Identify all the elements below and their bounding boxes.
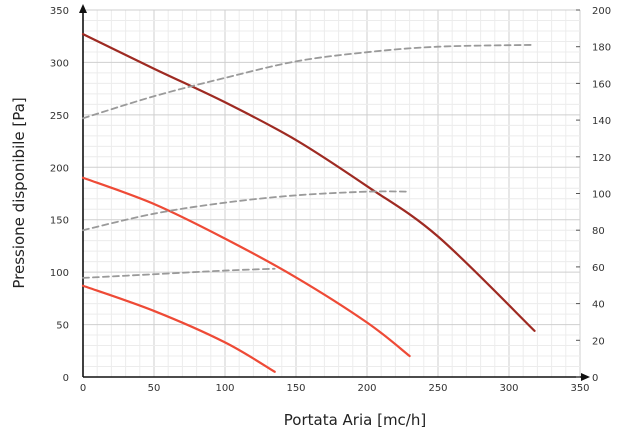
y-tick-label: 150 bbox=[50, 216, 69, 227]
y2-tick-label: 60 bbox=[592, 263, 605, 274]
axes bbox=[79, 4, 590, 381]
x-tick-label: 250 bbox=[428, 383, 447, 394]
y2-tick-label: 0 bbox=[592, 373, 598, 384]
y-axis-title: Pressione disponibile [Pa] bbox=[10, 97, 28, 288]
dashed-curve-6 bbox=[82, 267, 276, 279]
grid bbox=[82, 9, 581, 378]
pressure-curve-1 bbox=[81, 33, 536, 332]
dashed-curve-4 bbox=[82, 43, 536, 120]
x-tick-label: 150 bbox=[286, 383, 305, 394]
y2-tick-label: 80 bbox=[592, 226, 605, 237]
y2-tick-label: 40 bbox=[592, 300, 605, 311]
pressure-curve-2 bbox=[81, 176, 411, 358]
y-tick-label: 100 bbox=[50, 268, 69, 279]
x-axis-title: Portata Aria [mc/h] bbox=[284, 411, 426, 429]
x-tick-label: 300 bbox=[499, 383, 518, 394]
series bbox=[81, 33, 536, 373]
y-tick-label: 0 bbox=[63, 373, 69, 384]
pressure-curve-3 bbox=[81, 284, 276, 373]
x-tick-label: 200 bbox=[357, 383, 376, 394]
y2-tick-label: 120 bbox=[592, 153, 611, 164]
y2-tick-label: 20 bbox=[592, 336, 605, 347]
x-tick-label: 50 bbox=[148, 383, 161, 394]
x-tick-label: 350 bbox=[570, 383, 589, 394]
y-tick-label: 300 bbox=[50, 58, 69, 69]
y-tick-label: 50 bbox=[56, 321, 69, 332]
y2-tick-label: 100 bbox=[592, 190, 611, 201]
y-tick-label: 350 bbox=[50, 6, 69, 17]
y2-tick-label: 200 bbox=[592, 6, 611, 17]
tick-labels: 0 50 100 150 200 250 300 3500501001502002503003… bbox=[50, 6, 611, 394]
y2-tick-label: 160 bbox=[592, 79, 611, 90]
y-tick-label: 200 bbox=[50, 163, 69, 174]
y-tick-label: 250 bbox=[50, 111, 69, 122]
y2-tick-label: 140 bbox=[592, 116, 611, 127]
x-axis-arrow bbox=[581, 373, 590, 381]
dashed-curve-5 bbox=[82, 190, 411, 232]
y-axis-arrow bbox=[79, 4, 87, 13]
y2-tick-label: 180 bbox=[592, 43, 611, 54]
x-tick-label: 0 bbox=[80, 383, 86, 394]
x-tick-label: 100 bbox=[215, 383, 234, 394]
